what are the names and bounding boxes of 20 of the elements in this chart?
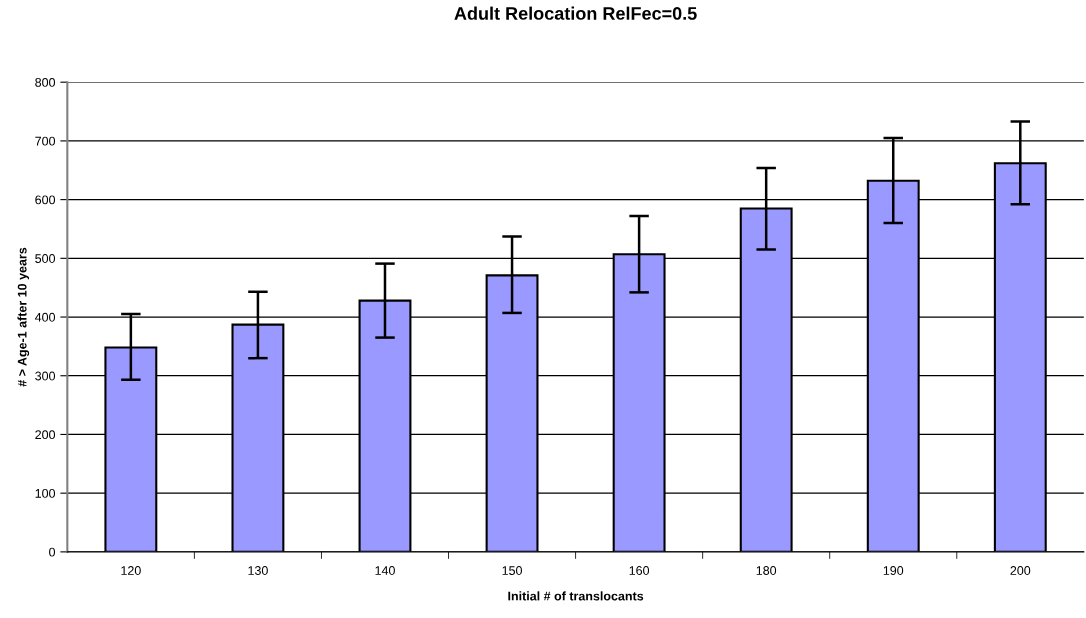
y-axis-title: # > Age-1 after 10 years [17, 247, 30, 387]
y-tick-label: 100 [35, 488, 56, 498]
chart-title: Adult Relocation RelFec=0.5 [454, 6, 697, 20]
y-tick-label: 300 [35, 371, 56, 381]
y-tick-label: 400 [34, 312, 56, 322]
x-tick-label: 120 [121, 566, 141, 575]
y-tick-label: 700 [35, 136, 56, 146]
y-tick-label: 600 [35, 195, 56, 205]
x-tick-label: 190 [883, 566, 904, 575]
y-tick-label: 200 [35, 430, 56, 440]
x-tick-label: 180 [756, 566, 777, 575]
x-tick-label: 150 [502, 566, 522, 575]
y-tick-label: 500 [35, 254, 56, 263]
x-tick-label: 200 [1010, 566, 1031, 575]
x-axis-title: Initial # of translocants [508, 591, 644, 601]
x-tick-label: 140 [375, 566, 395, 575]
y-tick-label: 800 [35, 77, 56, 87]
x-tick-label: 130 [248, 566, 268, 575]
y-tick-label: 0 [49, 547, 56, 557]
x-tick-label: 160 [629, 566, 650, 575]
